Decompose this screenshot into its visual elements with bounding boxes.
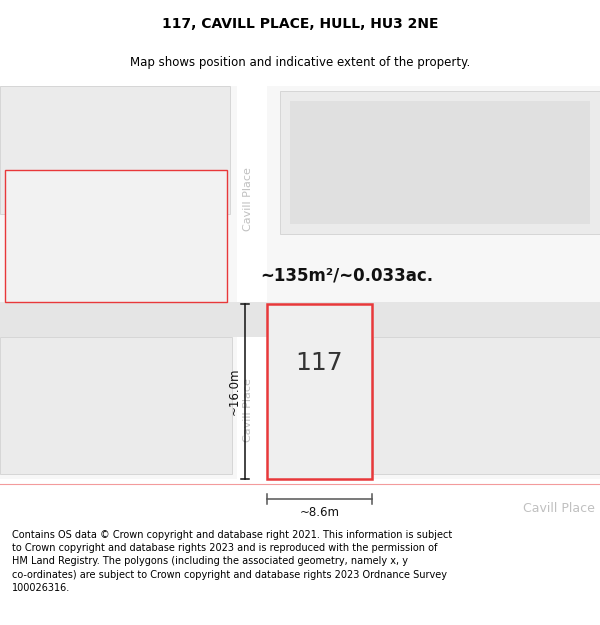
Text: Contains OS data © Crown copyright and database right 2021. This information is : Contains OS data © Crown copyright and d…	[12, 530, 452, 593]
Bar	[280, 91, 600, 234]
Text: Map shows position and indicative extent of the property.: Map shows position and indicative extent…	[130, 56, 470, 69]
Text: ~8.6m: ~8.6m	[299, 506, 340, 519]
Bar	[0, 337, 232, 474]
Bar	[237, 86, 267, 528]
Text: Cavill Place: Cavill Place	[243, 378, 253, 442]
Bar	[267, 304, 372, 479]
Bar	[373, 337, 600, 474]
Bar	[0, 479, 600, 528]
Text: ~135m²/~0.033ac.: ~135m²/~0.033ac.	[260, 267, 433, 285]
Bar	[0, 86, 230, 214]
Bar	[290, 101, 590, 224]
Bar	[0, 302, 600, 337]
Text: 117: 117	[296, 351, 343, 375]
Text: 117, CAVILL PLACE, HULL, HU3 2NE: 117, CAVILL PLACE, HULL, HU3 2NE	[162, 17, 438, 31]
Text: Cavill Place: Cavill Place	[523, 502, 595, 515]
Text: ~16.0m: ~16.0m	[227, 368, 241, 416]
Bar	[5, 170, 227, 302]
Text: Cavill Place: Cavill Place	[243, 168, 253, 231]
